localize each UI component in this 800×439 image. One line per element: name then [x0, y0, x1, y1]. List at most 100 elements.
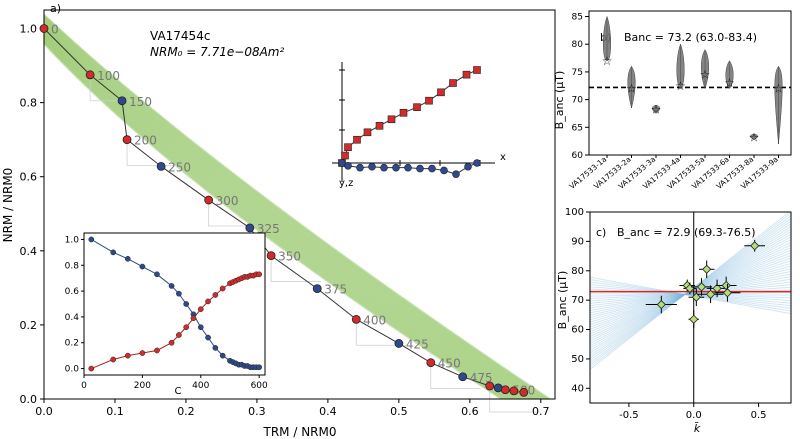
arai-point [458, 372, 468, 382]
fit-line [43, 22, 537, 400]
inset-y-tick-label: 0.2 [65, 339, 79, 349]
arai-point [493, 383, 503, 393]
median-star: ☆ [700, 68, 711, 82]
sample-title: VA17454c [150, 29, 210, 43]
zijderveld-blue-point [440, 166, 448, 175]
fit-line [43, 37, 512, 400]
panel-b-y-tick-label: 70 [572, 96, 584, 106]
fit-line [43, 36, 514, 400]
zijderveld-red-point [353, 135, 361, 144]
check-step [430, 362, 481, 390]
inset-red-point [197, 306, 204, 313]
y-tick-label: 0.8 [20, 97, 38, 110]
temperature-label: 0 [51, 23, 59, 37]
arai-point [266, 251, 276, 261]
temperature-label: 150 [129, 95, 152, 109]
panel-b-y-tick-label: 60 [572, 151, 584, 161]
inset-y-tick-label: 0.6 [65, 287, 80, 297]
fit-line [43, 38, 510, 400]
panel-a-x-label: TRM / NRM0 [263, 425, 337, 439]
zijderveld-red-point [387, 115, 396, 124]
inset-red-point [212, 292, 219, 298]
panel-c-fit-band [590, 212, 791, 370]
temperature-label: 325 [257, 222, 280, 236]
fit-line [590, 290, 791, 299]
inset-red-point [205, 298, 211, 305]
temperature-label: 400 [363, 313, 386, 327]
zijderveld-red-point [473, 66, 481, 74]
median-star: ☆ [626, 82, 637, 96]
inset-red-point [256, 271, 263, 278]
temperature-label: 450 [438, 357, 461, 371]
fit-line [590, 268, 791, 318]
fit-line [43, 17, 545, 400]
violin-body [676, 43, 685, 89]
zijderveld-red-point [344, 143, 352, 151]
inset-red-point [88, 365, 95, 372]
zijderveld-points [338, 66, 481, 178]
inset-x-tick-label: 200 [134, 381, 151, 391]
fit-line [43, 42, 503, 400]
panel-c-y-tick-label: 50 [571, 354, 584, 365]
zijderveld-red-point [413, 103, 421, 111]
violin-body [603, 15, 611, 62]
inset-frame [83, 232, 266, 376]
x-tick-label: 0.4 [319, 405, 337, 418]
inset-blue-point [139, 263, 146, 270]
y-tick-label: 0.0 [20, 393, 38, 406]
temperature-label: 375 [324, 283, 347, 297]
x-tick-label: 0.3 [248, 405, 266, 418]
arai-point [204, 195, 214, 205]
inset-blue-point [124, 255, 131, 262]
inset-red-point [176, 332, 182, 338]
inset-blue-point [176, 290, 182, 297]
zijderveld-red-point [437, 88, 445, 97]
panel-c-x-tick-label: 0.5 [751, 410, 767, 421]
fit-line [43, 24, 533, 400]
zijderveld-blue-point [392, 163, 400, 172]
x-tick-label: 0.5 [390, 405, 408, 418]
y-tick-label: 0.2 [20, 319, 38, 332]
arai-point [394, 339, 404, 348]
temperature-label: 300 [216, 194, 239, 208]
fit-line [590, 260, 791, 326]
inset-x-tick-label: 600 [251, 381, 268, 391]
inset-blue-point [197, 324, 204, 331]
zijderveld-blue-point [368, 162, 376, 171]
check-step [270, 255, 321, 282]
panel-a-x-ticks: 0.0 0.1 0.2 0.3 0.4 0.5 0.6 0.7 [35, 399, 550, 418]
fit-line [43, 23, 535, 400]
inset-red-point [190, 315, 197, 322]
inset-red-point [139, 350, 146, 356]
fit-line [43, 41, 505, 400]
panel-b-frame [588, 10, 792, 156]
zijderveld-blue-point [464, 162, 472, 171]
fit-line [43, 40, 506, 400]
x-tick-label: 0.7 [532, 405, 550, 418]
fit-line [590, 276, 791, 311]
zijderveld-blue-point [473, 159, 481, 167]
violin-body [774, 65, 783, 144]
zijderveld-inset: x y,z [332, 62, 506, 189]
arai-point [485, 381, 495, 391]
arai-point [156, 161, 166, 171]
median-star: ☆ [602, 54, 613, 68]
panel-c-y-tick-label: 100 [565, 207, 584, 218]
fit-line [43, 19, 542, 400]
fit-line [590, 278, 791, 309]
temperature-label: 250 [168, 160, 191, 174]
x-tick-label: 0.6 [461, 405, 479, 418]
fit-line [590, 284, 791, 304]
zijderveld-ticks [339, 69, 481, 166]
inset-red-point [154, 347, 160, 354]
zijderveld-blue-point [380, 163, 388, 172]
inset-blue-point [219, 352, 226, 359]
inset-x-label: C [175, 386, 182, 397]
panel-c-y-tick-label: 60 [571, 325, 584, 336]
arai-point [500, 385, 510, 395]
median-star: ☆ [773, 82, 784, 96]
fit-line [590, 292, 791, 297]
median-star: ☆ [651, 103, 662, 117]
fit-line [590, 273, 791, 314]
